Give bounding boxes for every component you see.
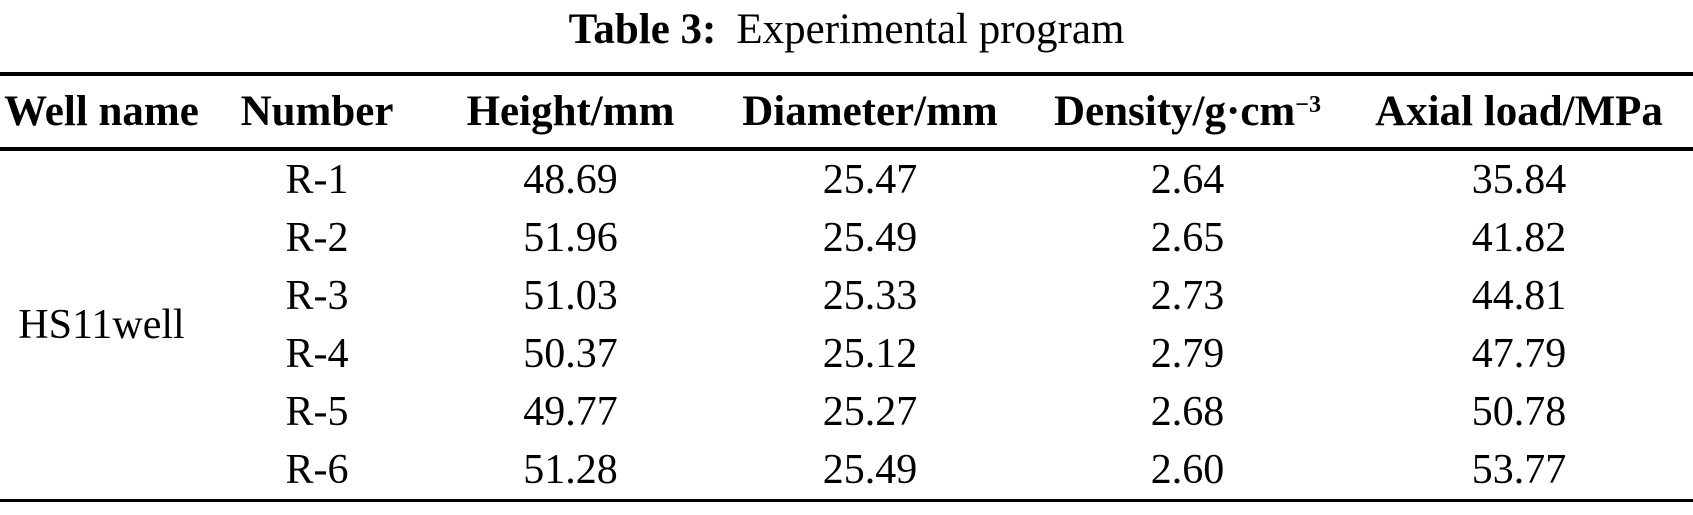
column-header-axial-load-label: Axial load/MPa <box>1375 88 1663 135</box>
cell-height: 50.37 <box>523 331 618 377</box>
column-header-axial-load: Axial load/MPa <box>1345 74 1693 151</box>
cell-height: 51.28 <box>523 447 618 493</box>
cell-well-name: HS11well <box>18 302 185 348</box>
cell-diameter: 25.47 <box>822 157 918 203</box>
cell-number: R-6 <box>285 447 349 493</box>
table-row: R-3 51.03 25.33 2.73 44.81 <box>0 267 1693 325</box>
column-header-number-label: Number <box>240 88 394 135</box>
column-header-density: Density/g·cm−3 <box>1030 74 1345 151</box>
cell-height: 48.69 <box>523 157 618 203</box>
cell-number: R-3 <box>285 273 349 319</box>
density-exponent: −3 <box>1295 92 1321 119</box>
column-header-height-label: Height/mm <box>466 88 675 135</box>
column-header-density-label: Density/g·cm <box>1053 88 1296 135</box>
cell-density: 2.73 <box>1150 273 1225 319</box>
header-row: Well name Number Height/mm Diameter/mm D… <box>0 74 1693 151</box>
cell-number: R-4 <box>285 331 349 377</box>
cell-number: R-2 <box>285 215 349 261</box>
cell-diameter: 25.27 <box>822 389 918 435</box>
column-header-number: Number <box>203 74 431 151</box>
cell-density: 2.68 <box>1150 389 1225 435</box>
cell-axial-load: 35.84 <box>1471 157 1567 203</box>
cell-diameter: 25.12 <box>822 331 918 377</box>
cell-density: 2.64 <box>1150 157 1225 203</box>
column-header-diameter: Diameter/mm <box>710 74 1030 151</box>
cell-axial-load: 47.79 <box>1471 331 1567 377</box>
cell-height: 51.03 <box>523 273 618 319</box>
cell-number: R-1 <box>285 157 349 203</box>
table-caption-title: Experimental program <box>736 5 1125 53</box>
cell-density: 2.65 <box>1150 215 1225 261</box>
table-row: R-6 51.28 25.49 2.60 53.77 <box>0 441 1693 501</box>
cell-axial-load: 44.81 <box>1471 273 1567 319</box>
cell-axial-load: 53.77 <box>1471 447 1567 493</box>
column-header-well-name: Well name <box>0 74 203 151</box>
experimental-program-table: Well name Number Height/mm Diameter/mm D… <box>0 72 1693 502</box>
table-row: R-2 51.96 25.49 2.65 41.82 <box>0 209 1693 267</box>
table-row: HS11well R-1 48.69 25.47 2.64 35.84 <box>0 149 1693 348</box>
column-header-diameter-label: Diameter/mm <box>742 88 998 135</box>
cell-height: 51.96 <box>523 215 618 261</box>
table-row: R-4 50.37 25.12 2.79 47.79 <box>0 325 1693 383</box>
column-header-height: Height/mm <box>431 74 710 151</box>
cell-height: 49.77 <box>523 389 618 435</box>
cell-number: R-5 <box>285 389 349 435</box>
cell-diameter: 25.49 <box>822 215 918 261</box>
cell-diameter: 25.49 <box>822 447 918 493</box>
cell-axial-load: 50.78 <box>1471 389 1567 435</box>
cell-density: 2.79 <box>1150 331 1225 377</box>
cell-density: 2.60 <box>1150 447 1225 493</box>
column-header-well-name-label: Well name <box>4 88 199 135</box>
table-caption-label: Table 3: <box>568 5 717 53</box>
cell-axial-load: 41.82 <box>1471 215 1567 261</box>
cell-diameter: 25.33 <box>822 273 918 319</box>
table-caption: Table 3: Experimental program <box>0 0 1693 58</box>
table-row: R-5 49.77 25.27 2.68 50.78 <box>0 383 1693 441</box>
